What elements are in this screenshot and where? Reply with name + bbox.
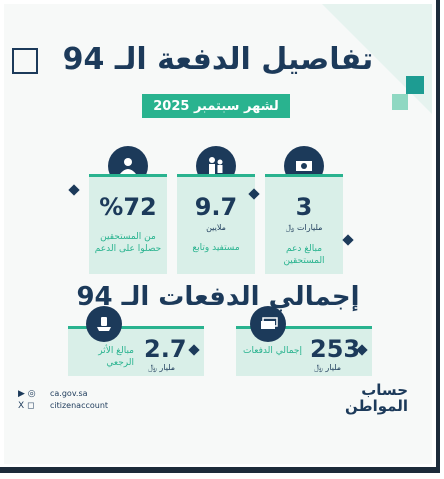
youtube-icon[interactable]: ▶ ◎ [18, 389, 36, 399]
hand-coin-icon [86, 306, 122, 342]
stat-unit: مليارات ﷼ [285, 223, 323, 232]
citizen-account-logo: حساب المواطن [345, 382, 408, 414]
logo-line2: المواطن [344, 397, 408, 415]
total-unit: مليار ﷼ [148, 363, 176, 372]
stat-card-beneficiaries: 9.7 ملايين مستفيد وتابع [177, 174, 255, 274]
corner-decoration [322, 4, 432, 114]
totals-title: إجمالي الدفعات الـ 94 [76, 282, 360, 312]
website-link[interactable]: ca.gov.sa [50, 389, 88, 398]
stat-unit: ملايين [206, 223, 226, 232]
stat-value: 3 [295, 193, 313, 221]
logo-line1: حساب [361, 381, 408, 399]
stat-label: مبالغ دعم المستحقين [283, 244, 325, 266]
subtitle-pill: لشهر سبتمبر 2025 [142, 94, 290, 118]
stat-card-percentage: %72 من المستحقين حصلوا على الدعم [89, 174, 167, 274]
stat-value: %72 [99, 193, 157, 221]
decor-square-light [392, 94, 408, 110]
total-value: 2.7 [144, 335, 187, 363]
handle-link[interactable]: citizenaccount [50, 401, 109, 410]
diamond-decoration [342, 234, 354, 246]
stat-label: مستفيد وتابع [192, 243, 240, 253]
stat-value: 9.7 [194, 193, 238, 221]
total-value: 253 [310, 335, 361, 363]
total-label: إجمالي الدفعات [243, 346, 302, 356]
decor-square-teal [406, 76, 424, 94]
cash-stack-icon [250, 306, 286, 342]
social-icons: ▶ ◎ X ◻ [18, 388, 36, 412]
total-label: مبالغ الأثر الرجعي [98, 346, 134, 368]
stat-label: من المستحقين حصلوا على الدعم [94, 232, 162, 254]
frame: تفاصيل الدفعة الـ 94 لشهر سبتمبر 2025 3 … [0, 0, 440, 473]
diamond-decoration [68, 184, 80, 196]
decor-square-outline [12, 48, 38, 74]
page-title: تفاصيل الدفعة الـ 94 [62, 42, 374, 77]
infographic-card: تفاصيل الدفعة الـ 94 لشهر سبتمبر 2025 3 … [4, 4, 432, 464]
stat-card-amount: 3 مليارات ﷼ مبالغ دعم المستحقين [265, 174, 343, 274]
footer-links: ca.gov.sa citizenaccount [50, 388, 108, 412]
x-icon[interactable]: X ◻ [18, 401, 35, 411]
total-unit: مليار ﷼ [314, 363, 342, 372]
